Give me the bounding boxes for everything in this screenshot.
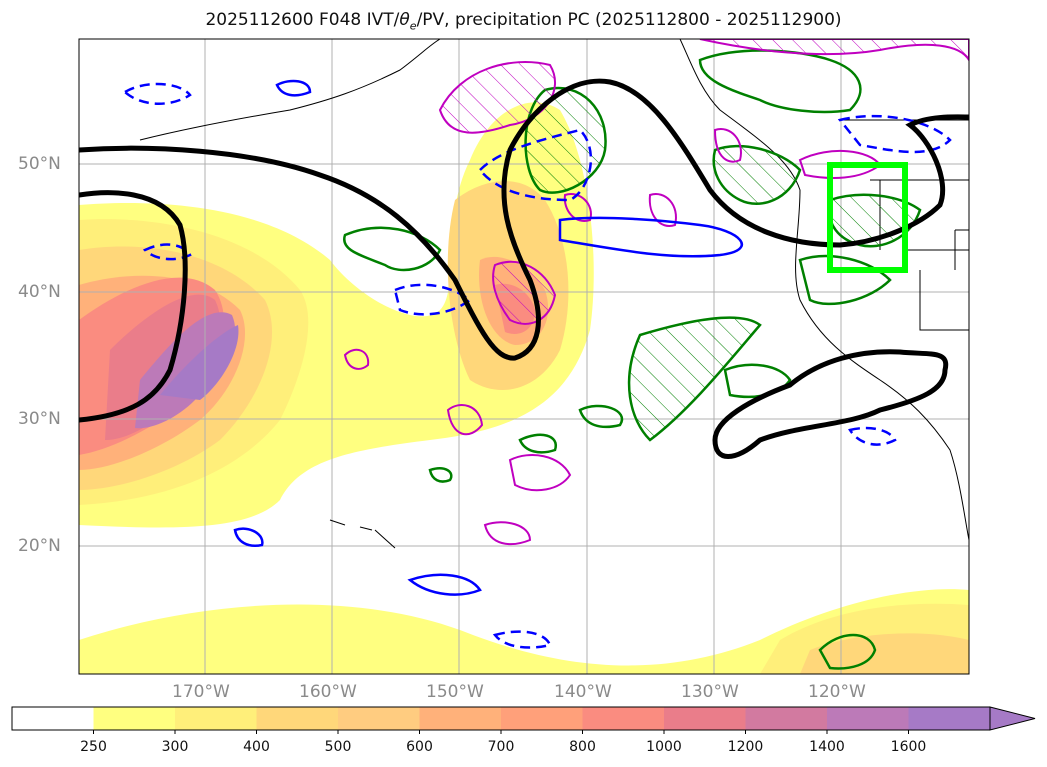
colorbar-segment [745, 707, 828, 730]
lat-label-50n: 50°N [18, 154, 61, 174]
theta-contours [122, 79, 952, 649]
lat-label-20n: 20°N [18, 536, 61, 556]
colorbar-tick-label: 800 [569, 739, 596, 755]
ivt-shading [79, 102, 969, 674]
colorbar-segment [12, 707, 94, 730]
colorbar-segment [93, 707, 176, 730]
colorbar-tick-label: 300 [161, 739, 189, 755]
colorbar-segment [338, 707, 420, 730]
colorbar [11, 706, 1036, 734]
colorbar-segment [256, 707, 339, 730]
lat-label-40n: 40°N [18, 282, 61, 302]
colorbar-tick-label: 400 [243, 739, 270, 755]
lon-label-170w: 170°W [172, 682, 230, 702]
colorbar-tick-label: 1200 [727, 739, 764, 755]
colorbar-segment [664, 707, 746, 730]
colorbar-segment [827, 707, 909, 730]
colorbar-segment [419, 707, 502, 730]
colorbar-tick-label: 1400 [809, 739, 845, 755]
region-box [827, 162, 908, 273]
colorbar-tick-label: 250 [80, 739, 107, 755]
colorbar-extend-arrow [989, 706, 1036, 731]
lon-label-160w: 160°W [299, 682, 357, 702]
chart-title: 2025112600 F048 IVT/θe/PV, precipitation… [0, 10, 1047, 32]
title-main: 2025112600 F048 IVT/ [205, 10, 400, 30]
lon-label-130w: 130°W [681, 682, 739, 702]
colorbar-segment [908, 707, 991, 730]
colorbar-segment [582, 707, 665, 730]
lon-label-140w: 140°W [554, 682, 612, 702]
pv-2pvu-contour [79, 78, 969, 459]
lon-label-120w: 120°W [808, 682, 866, 702]
colorbar-segment [501, 707, 583, 730]
title-theta: θ [399, 10, 410, 30]
colorbar-tick-label: 1600 [890, 739, 927, 755]
colorbar-tick-label: 600 [406, 739, 433, 755]
colorbar-tick-label: 700 [487, 739, 515, 755]
colorbar-tick-label: 500 [324, 739, 352, 755]
title-theta-sub: e [409, 19, 417, 33]
colorbar-tick-label: 1000 [646, 739, 682, 755]
title-rest: /PV, precipitation PC (2025112800 - 2025… [416, 10, 842, 30]
lat-label-30n: 30°N [18, 409, 61, 429]
lon-label-150w: 150°W [426, 682, 484, 702]
colorbar-segment [175, 707, 257, 730]
map-frame [78, 38, 970, 675]
